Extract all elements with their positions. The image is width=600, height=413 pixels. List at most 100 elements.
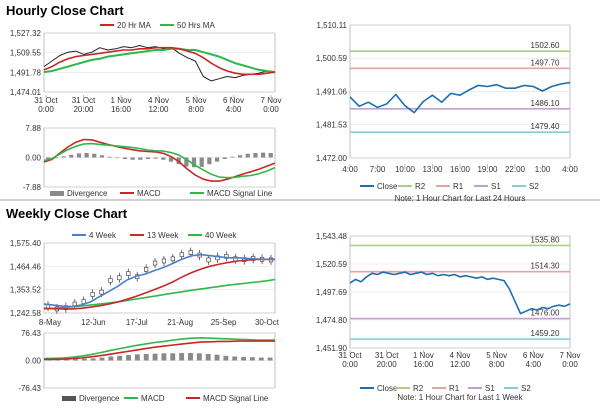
- weekly-pivot-y-tick-label: 1,497.69: [316, 288, 348, 297]
- hourly-divergence-bar: [46, 157, 51, 159]
- hourly-macd-y-tick-label: 0.00: [25, 154, 41, 163]
- hourly-pivot-level-label: 1486.10: [531, 99, 560, 108]
- weekly-pivot-level-label: 1535.80: [531, 235, 560, 244]
- hourly-divergence-bar: [153, 157, 158, 159]
- weekly-divergence-bar: [117, 355, 123, 361]
- hourly-divergence-bar: [53, 157, 59, 159]
- weekly-section-title: Weekly Close Chart: [6, 206, 128, 221]
- weekly-pivot-level-label: 1459.20: [531, 329, 560, 338]
- weekly-candle-body: [170, 256, 175, 262]
- weekly-divergence-bar: [152, 353, 158, 361]
- hourly-price-y-tick-label: 1,527.32: [10, 29, 42, 38]
- weekly-pivot-legend-label: R1: [449, 384, 460, 393]
- hourly-pivot-x-tick-label: 10:00: [395, 165, 416, 174]
- hourly-divergence-bar: [214, 157, 220, 162]
- hourly-divergence-bar: [237, 155, 243, 158]
- hourly-price-x-tick-label: 6 Nov 4:00: [223, 96, 244, 114]
- hourly-divergence-bar: [145, 157, 151, 159]
- hourly-price-legend-label: 20 Hr MA: [117, 21, 151, 30]
- weekly-candle-body: [144, 267, 149, 272]
- hourly-pivot-legend-label: R1: [453, 182, 464, 191]
- hourly-divergence-bar: [207, 157, 212, 165]
- weekly-price-legend-label: 40 Week: [205, 231, 237, 240]
- weekly-candle-body: [152, 260, 158, 266]
- hourly-divergence-bar: [92, 153, 97, 158]
- weekly-pivot-legend-label: S2: [521, 384, 531, 393]
- weekly-divergence-bar: [90, 358, 96, 361]
- hourly-price-y-tick-label: 1,474.01: [10, 88, 42, 97]
- weekly-macd-y-tick-label: 0.00: [25, 357, 41, 366]
- weekly-divergence-bar: [126, 355, 131, 361]
- hourly-divergence-bar: [230, 156, 235, 158]
- hourly-pivot-close-line: [349, 81, 571, 114]
- weekly-price-y-tick-label: 1,242.58: [10, 309, 42, 318]
- hourly-pivot-x-tick-label: 19:00: [477, 165, 498, 174]
- hourly-pivot-level-label: 1502.60: [531, 41, 560, 50]
- weekly-divergence-bar: [108, 356, 114, 361]
- weekly-pivot-note: Note: 1 Hour Chart for Last 1 Week: [397, 393, 523, 402]
- weekly-pivot-y-tick-label: 1,474.80: [316, 316, 348, 325]
- section-divider: [0, 199, 600, 201]
- weekly-price-y-tick-label: 1,575.40: [10, 239, 42, 248]
- weekly-pivot-x-tick-label: 4 Nov 12:00: [450, 351, 471, 369]
- weekly-macd-legend-label: Divergence: [79, 394, 120, 403]
- hourly-pivot-legend-label: S1: [491, 182, 501, 191]
- weekly-13wk-line: [43, 258, 275, 310]
- weekly-candle-body: [90, 292, 95, 297]
- hourly-pivot-y-tick-label: 1,472.00: [316, 154, 348, 163]
- weekly-candle-body: [117, 275, 122, 281]
- weekly-divergence-bar: [267, 357, 273, 361]
- hourly-price-x-tick-label: 4 Nov 12:00: [148, 96, 169, 114]
- hourly-pivot-level-label: 1479.40: [531, 122, 560, 131]
- weekly-divergence-bar: [134, 354, 140, 361]
- weekly-price-x-tick-label: 21-Aug: [167, 318, 193, 327]
- hourly-divergence-bar: [184, 157, 189, 167]
- weekly-divergence-bar: [258, 357, 264, 361]
- hourly-pivot-legend-label: R2: [415, 182, 426, 191]
- weekly-divergence-bar: [179, 352, 185, 361]
- weekly-divergence-bar: [99, 357, 105, 361]
- weekly-price-x-tick-label: 25-Sep: [211, 318, 237, 327]
- hourly-divergence-bar: [138, 157, 143, 160]
- weekly-pivot-x-tick-label: 5 Nov 8:00: [486, 351, 507, 369]
- weekly-candle-body: [188, 250, 193, 255]
- hourly-divergence-bar: [122, 157, 128, 159]
- hourly-macd-legend-label: Divergence: [67, 189, 108, 198]
- hourly-divergence-bar: [99, 155, 105, 158]
- weekly-40wk-line: [43, 278, 276, 310]
- hourly-price-y-tick-label: 1,491.78: [10, 68, 42, 77]
- hourly-pivot-y-tick-label: 1,481.53: [316, 121, 348, 130]
- weekly-candle-body: [206, 257, 211, 263]
- hourly-divergence-bar: [260, 152, 266, 158]
- hourly-pivot-x-tick-label: 7:00: [370, 165, 386, 174]
- weekly-pivot-y-tick-label: 1,451.90: [316, 344, 348, 353]
- hourly-macd-y-tick-label: 7.88: [25, 124, 41, 133]
- hourly-divergence-bar: [76, 153, 82, 158]
- hourly-price-y-tick-label: 1,509.55: [10, 49, 42, 58]
- weekly-divergence-bar: [143, 354, 149, 361]
- weekly-candle-body: [108, 278, 113, 283]
- hourly-pivot-level-label: 1497.70: [531, 58, 560, 67]
- hourly-price-x-tick-label: 5 Nov 8:00: [186, 96, 207, 114]
- weekly-pivot-x-tick-label: 7 Nov 0:00: [560, 351, 581, 369]
- hourly-pivot-x-tick-label: 13:00: [422, 165, 443, 174]
- weekly-macd-y-tick-label: 76.43: [21, 329, 42, 338]
- hourly-divergence-bar: [115, 157, 120, 159]
- hourly-price-x-tick-label: 1 Nov 16:00: [111, 96, 132, 114]
- hourly-divergence-bar: [84, 153, 89, 158]
- weekly-macd-line: [43, 336, 275, 360]
- hourly-section-title: Hourly Close Chart: [6, 3, 124, 18]
- weekly-pivot-legend-label: Close: [377, 384, 398, 393]
- hourly-divergence-bar: [69, 154, 74, 158]
- weekly-pivot-y-tick-label: 1,543.48: [316, 232, 348, 241]
- weekly-divergence-bar: [196, 353, 202, 361]
- hourly-macd-y-tick-label: -7.88: [23, 183, 42, 192]
- hourly-price-x-tick-label: 7 Nov 0:00: [261, 96, 282, 114]
- weekly-pivot-y-tick-label: 1,520.59: [316, 260, 348, 269]
- hourly-pivot-x-tick-label: 4:00: [342, 165, 358, 174]
- weekly-pivot-close-line: [349, 271, 571, 315]
- weekly-candle-body: [161, 258, 167, 264]
- hourly-pivot-note: Note: 1 Hour Chart for Last 24 Hours: [395, 194, 526, 203]
- weekly-pivot-x-tick-label: 31 Oct 20:00: [375, 351, 399, 369]
